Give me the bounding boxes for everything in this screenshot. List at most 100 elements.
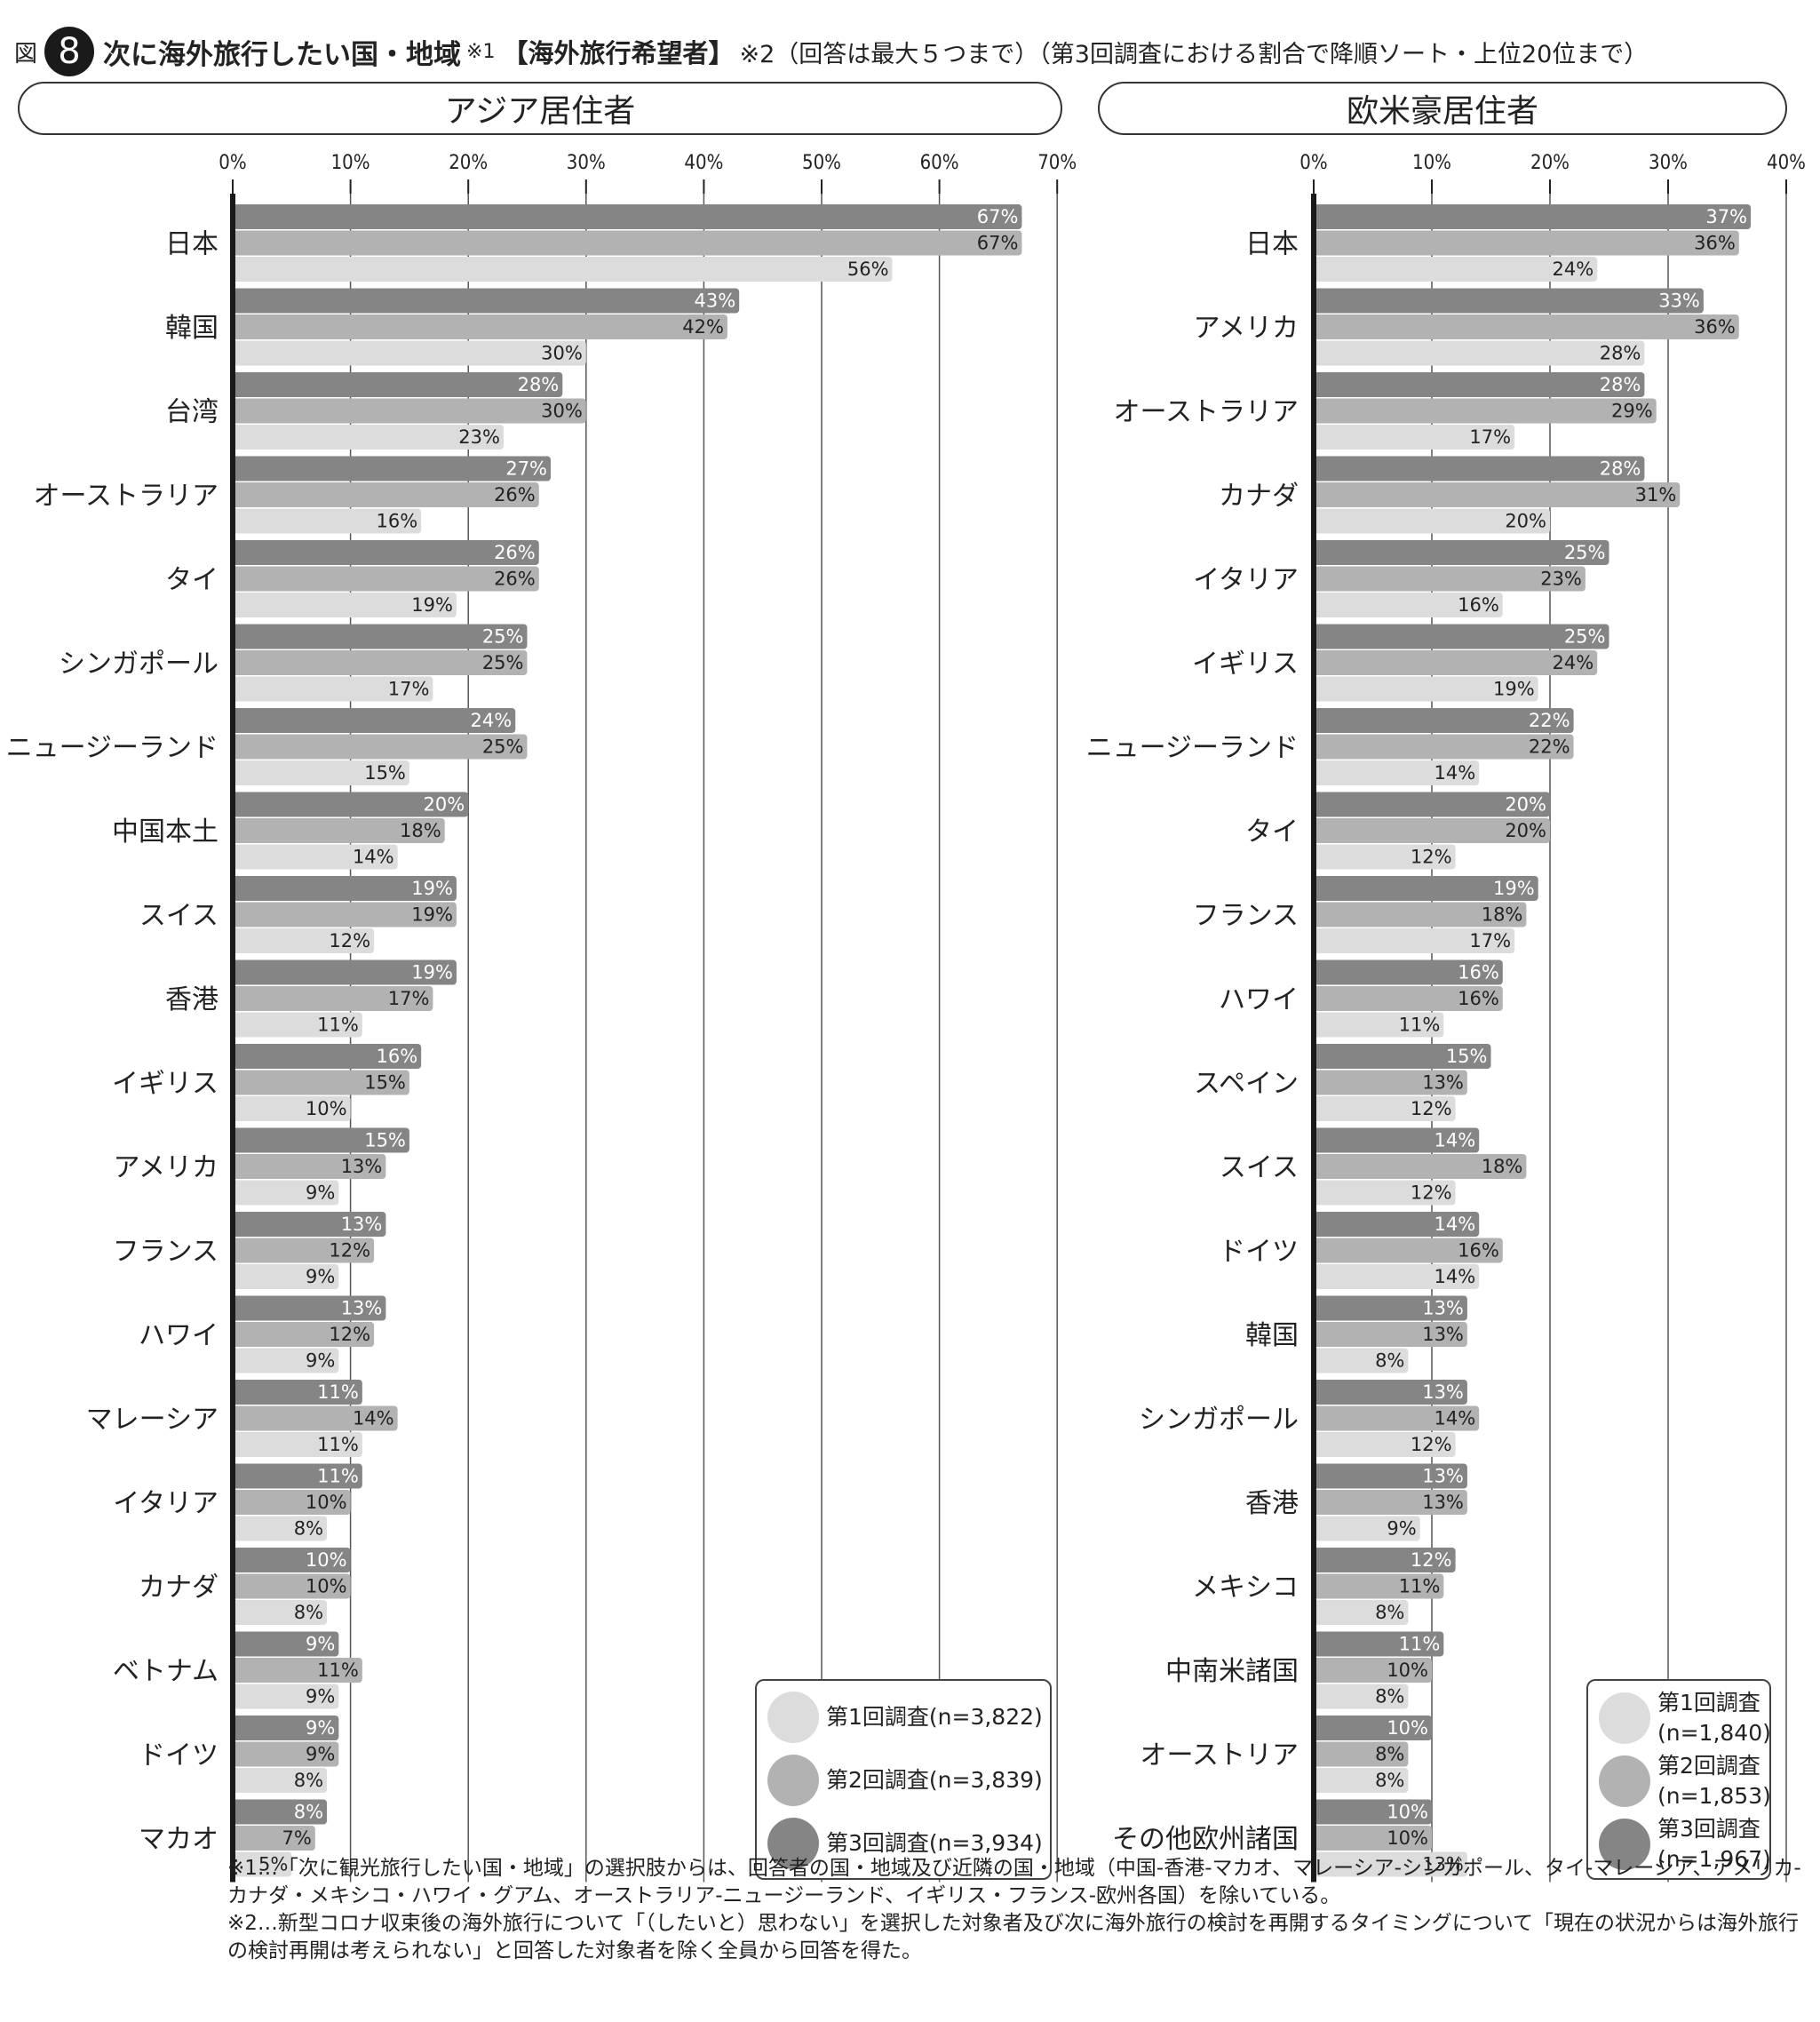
- bar-survey2: [1314, 1490, 1467, 1515]
- legend-label: 第1回調査(n=3,822): [826, 1704, 1043, 1730]
- data-label: 17%: [1469, 426, 1511, 448]
- data-label: 14%: [1435, 1408, 1476, 1429]
- bar-survey3: [1314, 1380, 1467, 1405]
- bar-survey1: [1314, 1180, 1456, 1206]
- category-label: メキシコ: [1192, 1572, 1299, 1604]
- category-label: 韓国: [1245, 1320, 1299, 1351]
- data-label: 16%: [376, 511, 417, 532]
- category-label: スペイン: [1194, 1069, 1299, 1100]
- bar-survey3: [233, 204, 1022, 229]
- data-label: 10%: [1387, 1660, 1428, 1681]
- data-label: 10%: [306, 1549, 347, 1571]
- bar-survey3: [1314, 1127, 1480, 1153]
- bar-survey1: [233, 593, 457, 617]
- bar-survey3: [233, 1548, 351, 1572]
- data-label: 8%: [1375, 1744, 1404, 1765]
- data-label: 9%: [306, 1744, 335, 1765]
- data-label: 28%: [1600, 374, 1641, 395]
- bar-survey1: [1314, 1348, 1409, 1373]
- data-label: 30%: [541, 343, 583, 364]
- bar-survey1: [233, 1096, 351, 1121]
- data-label: 28%: [1600, 343, 1641, 364]
- category-label: アメリカ: [114, 1152, 219, 1183]
- bar-survey2: [233, 482, 539, 507]
- bar-survey2: [233, 1490, 351, 1515]
- bar-survey1: [233, 1684, 339, 1709]
- data-label: 25%: [1564, 542, 1606, 563]
- data-label: 43%: [694, 291, 735, 312]
- x-tick-label: 70%: [1037, 152, 1077, 174]
- legend-sample-size: (n=1,853): [1657, 1783, 1771, 1809]
- bar-survey1: [233, 676, 433, 702]
- bar-survey2: [1314, 1658, 1432, 1683]
- category-label: イタリア: [1193, 565, 1299, 596]
- category-label: 中南米諸国: [1165, 1656, 1299, 1687]
- category-label: スイス: [1220, 1152, 1299, 1183]
- bar-survey1: [1314, 257, 1598, 282]
- bar-survey3: [1314, 1212, 1480, 1237]
- data-label: 14%: [1435, 1266, 1476, 1287]
- legend-item-survey2: 第2回調査(n=3,839): [767, 1755, 1043, 1806]
- data-label: 12%: [1411, 1549, 1452, 1571]
- data-label: 17%: [388, 679, 430, 700]
- bar-survey2: [233, 818, 445, 843]
- legend-label: 第2回調査(n=3,839): [826, 1767, 1043, 1793]
- bar-survey1: [233, 1012, 362, 1038]
- data-label: 25%: [482, 736, 524, 758]
- bar-survey2: [1314, 1154, 1527, 1179]
- category-label: タイ: [165, 565, 219, 596]
- category-label: 日本: [165, 229, 219, 260]
- bar-survey3: [233, 624, 528, 649]
- legend-label: 第1回調査: [1657, 1690, 1760, 1716]
- legend-swatch-survey1: [1599, 1692, 1650, 1744]
- bar-survey1: [233, 1180, 339, 1206]
- bar-survey1: [233, 1768, 328, 1793]
- data-label: 19%: [1493, 679, 1535, 700]
- data-label: 8%: [1375, 1350, 1404, 1372]
- bar-survey1: [233, 1432, 362, 1457]
- category-label: マレーシア: [86, 1405, 219, 1436]
- data-label: 11%: [317, 1381, 359, 1403]
- footnote-2: ※2…新型コロナ収束後の海外旅行について「（したいと）思わない」を選択した対象者…: [227, 1912, 1800, 1962]
- data-label: 13%: [1422, 1854, 1464, 1875]
- bar-survey1: [1314, 1264, 1480, 1289]
- legend-item-survey2: 第2回調査 (n=1,853): [1599, 1751, 1771, 1811]
- bar-survey1: [1314, 1012, 1444, 1038]
- bar-survey1: [1314, 593, 1503, 617]
- category-label: シンガポール: [1139, 1405, 1299, 1436]
- x-tick-label: 30%: [1649, 152, 1688, 174]
- data-label: 8%: [294, 1602, 323, 1623]
- bar-survey2: [233, 398, 586, 424]
- data-label: 26%: [494, 484, 536, 506]
- category-label: 韓国: [165, 313, 219, 344]
- figure-title-note-ref: ※1: [466, 40, 496, 63]
- bar-survey1: [1314, 1096, 1456, 1121]
- bar-survey2: [1314, 986, 1503, 1011]
- legend-item-survey1: 第1回調査 (n=1,840): [1599, 1688, 1771, 1748]
- bar-survey2: [233, 1322, 375, 1347]
- data-label: 17%: [1469, 930, 1511, 951]
- category-label: フランス: [1193, 901, 1299, 932]
- category-label: ドイツ: [139, 1740, 219, 1771]
- bar-survey3: [233, 540, 539, 565]
- chart-asia: 0% 10% 20% 30% 40% 50% 60% 70% 日本 67% 67% 56% 韓国 43% 4…: [6, 152, 1077, 1883]
- data-label: 12%: [1411, 1182, 1452, 1204]
- figure-title-main: 次に海外旅行したい国・地域: [103, 38, 462, 71]
- bar-survey2: [1314, 566, 1586, 592]
- bar-survey2: [1314, 1070, 1467, 1095]
- bar-survey2: [233, 986, 433, 1011]
- bar-survey3: [233, 1631, 339, 1657]
- data-label: 24%: [471, 710, 513, 731]
- x-tick-label: 20%: [1530, 152, 1570, 174]
- data-label: 9%: [306, 1634, 335, 1655]
- bar-survey2: [233, 1658, 362, 1683]
- legend-swatch-survey1: [767, 1692, 819, 1743]
- data-label: 13%: [1422, 1381, 1464, 1403]
- data-label: 11%: [317, 1015, 359, 1036]
- bar-survey3: [233, 1295, 386, 1321]
- category-label: 日本: [1245, 229, 1299, 260]
- data-label: 22%: [1529, 736, 1570, 758]
- bar-survey2: [1314, 650, 1598, 675]
- bar-survey2: [1314, 818, 1550, 843]
- bar-survey1: [1314, 1684, 1409, 1709]
